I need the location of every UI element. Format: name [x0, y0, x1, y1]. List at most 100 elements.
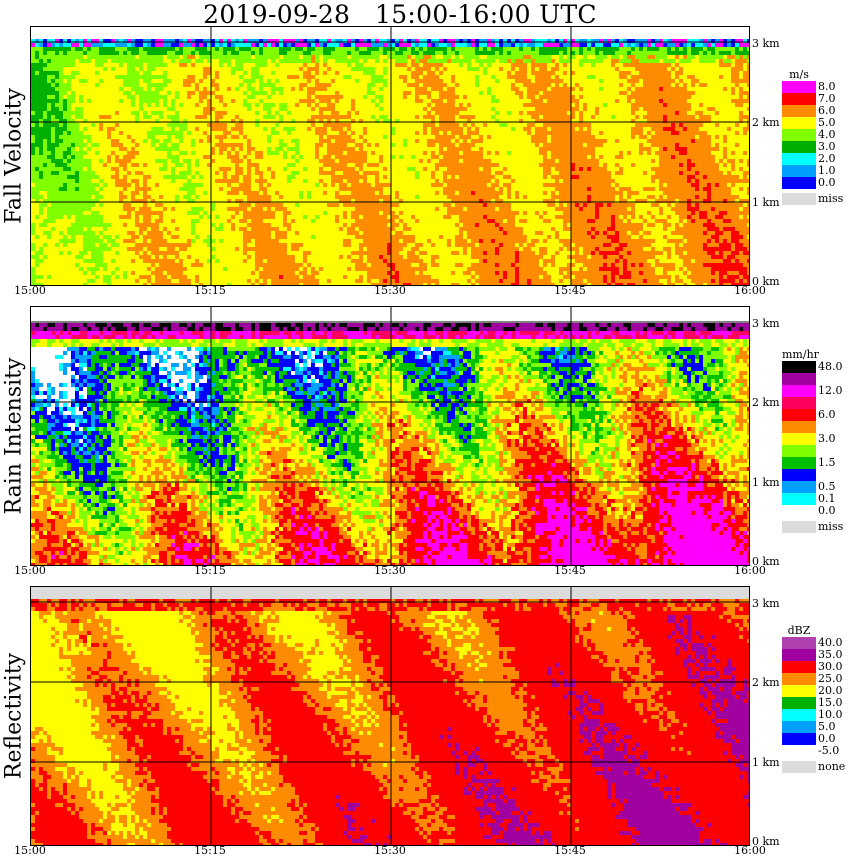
heatmap-cell [483, 87, 487, 91]
heatmap-cell [487, 43, 491, 47]
heatmap-cell [451, 87, 455, 91]
heatmap-cell [227, 115, 231, 119]
heatmap-cell [235, 87, 239, 91]
heatmap-cell [619, 115, 623, 119]
heatmap-cell [511, 119, 515, 123]
heatmap-cell [391, 83, 395, 87]
heatmap-cell [323, 75, 327, 79]
heatmap-cell [343, 135, 347, 139]
heatmap-cell [267, 71, 271, 75]
heatmap-cell [195, 27, 199, 31]
heatmap-cell [407, 131, 411, 135]
heatmap-cell [215, 79, 219, 83]
heatmap-cell [627, 39, 631, 43]
heatmap-cell [659, 83, 663, 87]
heatmap-cell [43, 31, 47, 35]
heatmap-cell [331, 51, 335, 55]
heatmap-cell [735, 95, 739, 99]
heatmap-cell [335, 39, 339, 43]
heatmap-cell [747, 43, 749, 47]
heatmap-cell [79, 91, 83, 95]
heatmap-cell [475, 63, 479, 67]
heatmap-cell [67, 79, 71, 83]
heatmap-cell [567, 83, 571, 87]
heatmap-cell [551, 43, 555, 47]
heatmap-cell [375, 87, 379, 91]
heatmap-cell [115, 95, 119, 99]
heatmap-cell [595, 115, 599, 119]
heatmap-cell [715, 111, 719, 115]
heatmap-cell [251, 47, 255, 51]
heatmap-cell [467, 83, 471, 87]
heatmap-cell [607, 71, 611, 75]
heatmap-cell [551, 119, 555, 123]
heatmap-cell [35, 43, 39, 47]
heatmap-cell [467, 107, 471, 111]
heatmap-cell [667, 131, 671, 135]
heatmap-cell [51, 35, 55, 39]
heatmap-cell [35, 127, 39, 131]
heatmap-cell [647, 123, 651, 127]
heatmap-cell [171, 43, 175, 47]
heatmap-cell [691, 63, 695, 67]
heatmap-cell [87, 135, 91, 139]
heatmap-cell [119, 127, 123, 131]
heatmap-cell [307, 71, 311, 75]
heatmap-cell [147, 47, 151, 51]
heatmap-cell [731, 99, 735, 103]
heatmap-cell [611, 67, 615, 71]
heatmap-cell [659, 119, 663, 123]
heatmap-cell [423, 103, 427, 107]
heatmap-cell [327, 47, 331, 51]
heatmap-cell [595, 39, 599, 43]
heatmap-cell [659, 75, 663, 79]
heatmap-cell [211, 87, 215, 91]
heatmap-cell [499, 31, 503, 35]
heatmap-cell [619, 119, 623, 123]
heatmap-cell [459, 43, 463, 47]
heatmap-cell [439, 39, 443, 43]
heatmap-cell [255, 31, 259, 35]
heatmap-cell [55, 71, 59, 75]
heatmap-cell [331, 111, 335, 115]
heatmap-cell [471, 67, 475, 71]
heatmap-cell [343, 31, 347, 35]
heatmap-cell [107, 47, 111, 51]
heatmap-cell [651, 115, 655, 119]
heatmap-cell [319, 87, 323, 91]
heatmap-cell [335, 63, 339, 67]
heatmap-cell [747, 51, 749, 55]
heatmap-cell [103, 111, 107, 115]
heatmap-cell [391, 39, 395, 43]
heatmap-cell [191, 47, 195, 51]
heatmap-cell [719, 27, 723, 31]
heatmap-cell [411, 99, 415, 103]
heatmap-cell [171, 71, 175, 75]
heatmap-cell [243, 95, 247, 99]
heatmap-cell [515, 95, 519, 99]
heatmap-cell [183, 79, 187, 83]
heatmap-cell [603, 67, 607, 71]
heatmap-cell [131, 131, 135, 135]
heatmap-cell [207, 79, 211, 83]
heatmap-cell [687, 103, 691, 107]
heatmap-cell [563, 67, 567, 71]
heatmap-cell [747, 75, 749, 79]
heatmap-cell [703, 115, 707, 119]
heatmap-cell [675, 35, 679, 39]
heatmap-cell [151, 91, 155, 95]
heatmap-cell [179, 123, 183, 127]
heatmap-cell [623, 35, 627, 39]
heatmap-cell [467, 131, 471, 135]
heatmap-cell [271, 119, 275, 123]
heatmap-cell [35, 87, 39, 91]
heatmap-cell [183, 103, 187, 107]
heatmap-cell [439, 27, 443, 31]
heatmap-cell [723, 95, 727, 99]
heatmap-cell [479, 39, 483, 43]
heatmap-cell [307, 75, 311, 79]
heatmap-cell [63, 83, 67, 87]
heatmap-cell [551, 95, 555, 99]
heatmap-cell [667, 67, 671, 71]
heatmap-cell [231, 39, 235, 43]
